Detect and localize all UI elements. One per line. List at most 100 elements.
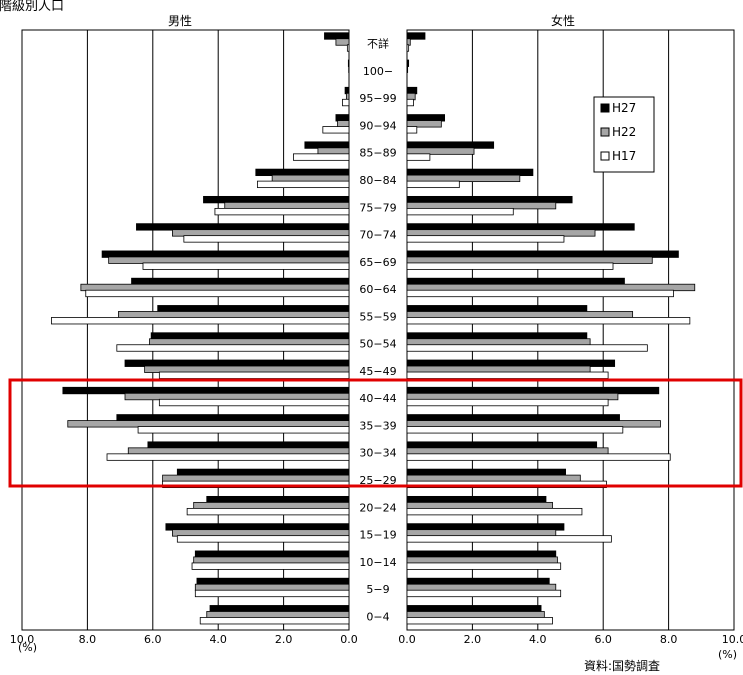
male-bar-h22 bbox=[127, 447, 350, 455]
age-category-label: 70−74 bbox=[359, 229, 396, 242]
female-bar-h17 bbox=[406, 262, 614, 270]
x-axis-tick-labels: 10.0 10.0 8.0 8.0 6.0 6.0 4.0 4.0 2.0 2.0 0.0 0.0 bbox=[10, 633, 743, 646]
male-bar-h22 bbox=[149, 338, 350, 346]
age-category-labels: 不詳 100− 95−99 90−94 85−89 80−84 75−79 70−74 65−6… bbox=[359, 37, 396, 624]
female-bar-h17 bbox=[406, 535, 612, 543]
female-bar-h22 bbox=[406, 583, 557, 592]
male-bar-h17 bbox=[183, 235, 350, 243]
male-bar-h22 bbox=[162, 474, 350, 483]
female-x-tick-label: 2.0 bbox=[464, 633, 482, 646]
male-panel-label: 男性 bbox=[168, 14, 192, 28]
male-bar-h17 bbox=[162, 480, 350, 489]
male-bar-h17 bbox=[137, 426, 350, 434]
female-bar-h22 bbox=[406, 283, 696, 292]
age-category-label: 20−24 bbox=[359, 501, 396, 514]
age-category-label: 25−29 bbox=[359, 474, 396, 487]
male-bar-h27 bbox=[206, 495, 350, 504]
male-bar-h27 bbox=[101, 250, 350, 258]
male-bar-h27 bbox=[131, 277, 350, 286]
female-bar-h17 bbox=[406, 480, 607, 489]
female-bar-h27 bbox=[406, 359, 616, 367]
male-bar-h22 bbox=[172, 229, 350, 237]
age-category-label: 55−59 bbox=[359, 310, 396, 323]
female-bar-h22 bbox=[406, 229, 596, 237]
female-bar-h17 bbox=[406, 317, 691, 325]
female-bar-h27 bbox=[406, 332, 588, 340]
male-bar-h22 bbox=[206, 611, 350, 619]
female-bar-h17 bbox=[406, 453, 671, 461]
male-bar-h27 bbox=[324, 32, 350, 40]
female-bar-h17 bbox=[406, 371, 609, 379]
female-x-tick-label: 6.0 bbox=[594, 633, 612, 646]
male-bar-h22 bbox=[193, 501, 350, 510]
highlight-box bbox=[8, 378, 743, 488]
male-bar-h17 bbox=[142, 262, 350, 270]
female-bar-h17 bbox=[406, 44, 410, 52]
male-bar-h27 bbox=[255, 168, 350, 177]
age-category-label: 0−4 bbox=[366, 610, 389, 623]
male-x-tick-label: 10.0 bbox=[10, 633, 35, 646]
male-x-tick-label: 2.0 bbox=[275, 633, 293, 646]
male-bar-h22 bbox=[144, 365, 350, 373]
female-panel-label: 女性 bbox=[551, 13, 575, 28]
female-bar-h17 bbox=[406, 344, 648, 352]
female-x-tick-label: 4.0 bbox=[529, 633, 547, 646]
male-bar-h17 bbox=[322, 126, 350, 134]
female-bar-h17 bbox=[406, 207, 514, 216]
male-bar-h22 bbox=[108, 256, 350, 264]
male-bar-h27 bbox=[335, 114, 350, 122]
age-category-label: 5−9 bbox=[366, 583, 389, 596]
male-bar-h17 bbox=[191, 562, 350, 570]
male-bar-h17 bbox=[346, 44, 350, 52]
male-x-tick-label: 8.0 bbox=[79, 633, 97, 646]
female-bar-h17 bbox=[406, 180, 460, 189]
male-bar-h27 bbox=[124, 359, 350, 367]
male-bar-h22 bbox=[335, 38, 350, 46]
female-bar-h27 bbox=[406, 468, 566, 477]
female-bar-h22 bbox=[406, 147, 475, 155]
age-category-label: 80−84 bbox=[359, 174, 396, 187]
legend-swatch-h22 bbox=[600, 127, 610, 137]
male-bar-h17 bbox=[194, 589, 350, 598]
female-bar-h22 bbox=[406, 256, 653, 264]
male-bar-h22 bbox=[194, 583, 350, 592]
male-bar-h27 bbox=[196, 577, 350, 586]
female-x-unit-label: (%) bbox=[718, 648, 737, 661]
male-bar-h17 bbox=[85, 289, 350, 298]
bars bbox=[51, 32, 696, 625]
female-bar-h22 bbox=[406, 92, 416, 101]
male-bar-h22 bbox=[317, 147, 350, 155]
female-bar-h17 bbox=[406, 153, 431, 161]
female-bar-h17 bbox=[406, 126, 418, 134]
female-bar-h17 bbox=[406, 398, 609, 407]
male-bar-h27 bbox=[344, 86, 350, 95]
age-category-label: 15−19 bbox=[359, 529, 396, 542]
age-category-label: 90−94 bbox=[359, 119, 396, 132]
age-category-label: 100− bbox=[363, 65, 393, 78]
female-bar-h27 bbox=[406, 223, 635, 231]
legend: H27 H22 H17 bbox=[593, 96, 655, 173]
male-bar-h17 bbox=[342, 98, 350, 107]
female-bar-h17 bbox=[406, 289, 674, 298]
male-bar-h27 bbox=[116, 414, 350, 422]
female-bar-h17 bbox=[406, 562, 562, 570]
female-bar-h27 bbox=[406, 523, 565, 531]
female-bar-h22 bbox=[406, 338, 591, 346]
female-bar-h27 bbox=[406, 86, 418, 95]
male-bar-h22 bbox=[345, 92, 350, 101]
male-bar-h17 bbox=[51, 317, 350, 325]
female-plot-frame bbox=[406, 29, 735, 631]
male-bar-h17 bbox=[199, 617, 350, 625]
female-bar-h22 bbox=[406, 447, 609, 455]
male-bar-h27 bbox=[176, 468, 350, 477]
female-bar-h27 bbox=[406, 495, 547, 504]
male-bar-h27 bbox=[194, 550, 350, 558]
female-bar-h27 bbox=[406, 414, 620, 422]
male-bar-h17 bbox=[106, 453, 350, 461]
male-bar-h27 bbox=[150, 332, 350, 340]
male-bar-h27 bbox=[347, 59, 350, 67]
male-plot-frame bbox=[21, 29, 350, 631]
male-bar-h22 bbox=[124, 392, 350, 401]
age-category-label: 10−14 bbox=[359, 556, 396, 569]
male-bar-h27 bbox=[62, 386, 350, 395]
